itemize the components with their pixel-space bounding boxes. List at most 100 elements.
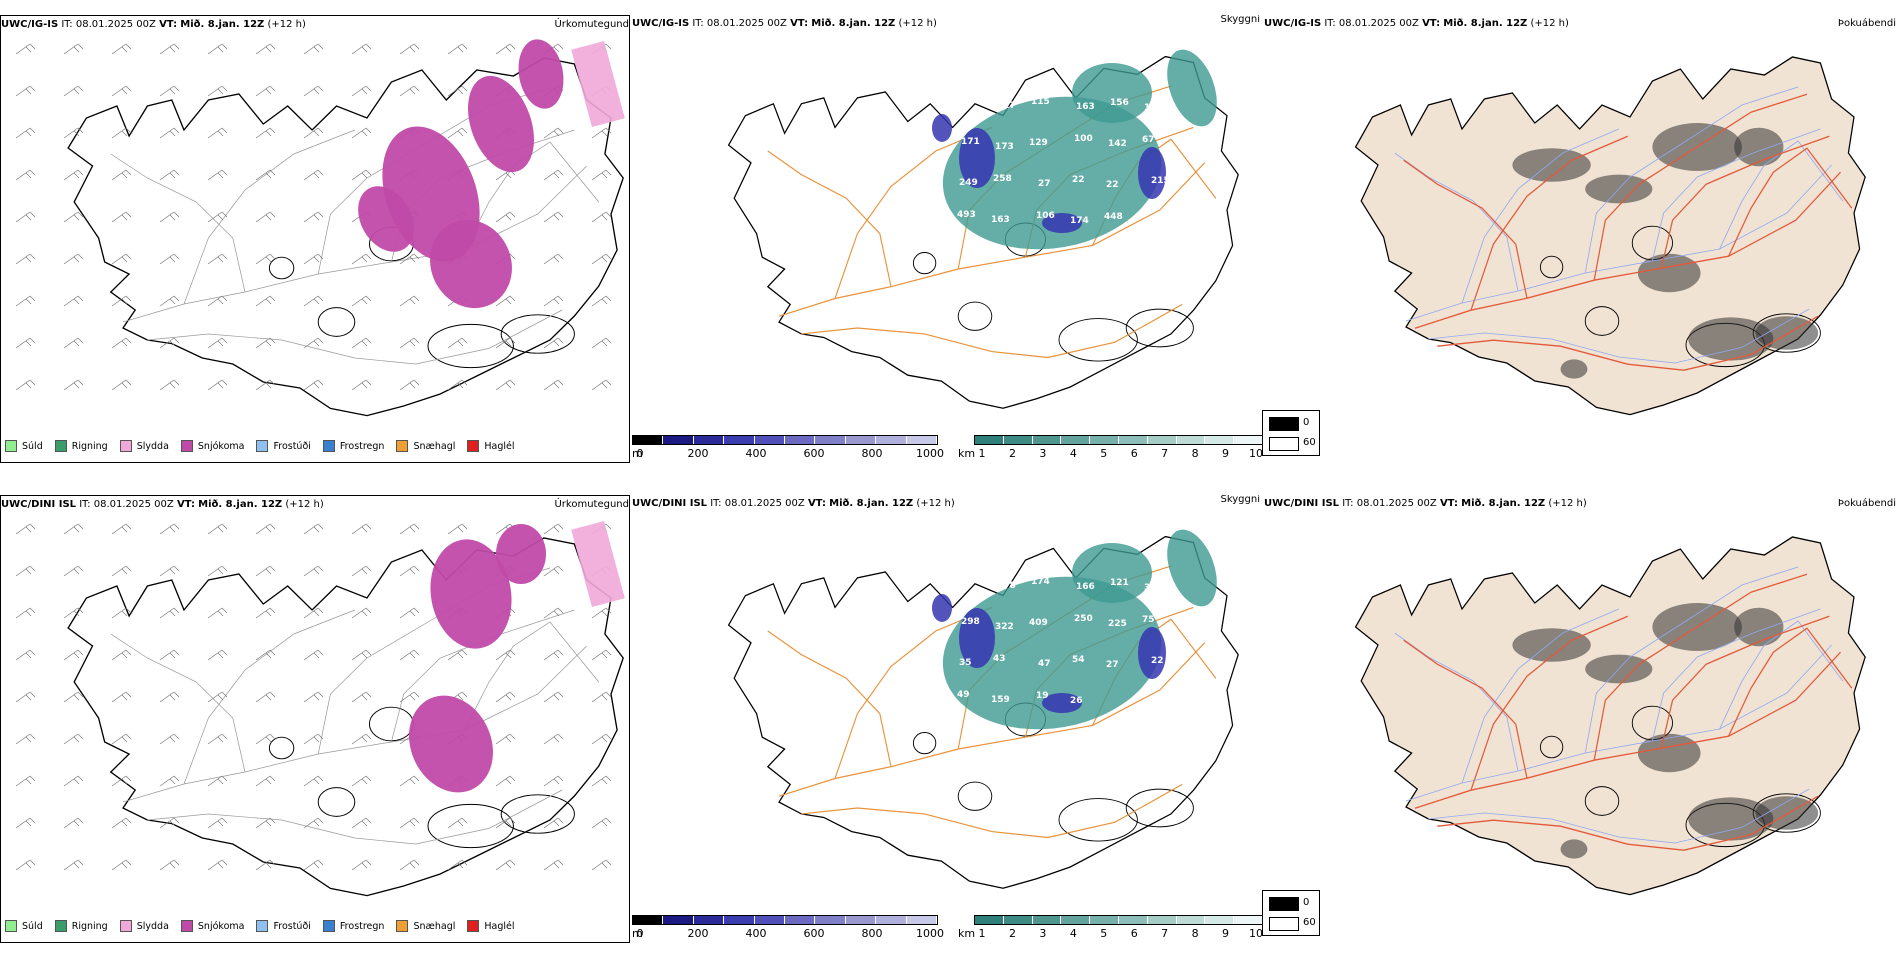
ceiling-value-label: 115 bbox=[1031, 97, 1050, 107]
legend-label: Slydda bbox=[136, 440, 169, 452]
precip-legend-item: Rigning bbox=[54, 920, 108, 932]
wind-barb-icon bbox=[159, 43, 180, 55]
wind-barb-icon bbox=[207, 211, 228, 223]
panel-header: UWC/DINI ISL IT: 08.01.2025 00Z VT: Mið.… bbox=[1264, 496, 1898, 512]
wind-barb-icon bbox=[207, 565, 228, 577]
ceiling-value-label: 67 bbox=[1142, 135, 1155, 145]
colorbar-cell bbox=[1003, 436, 1033, 444]
lead-time: (+12 h) bbox=[1548, 498, 1587, 509]
iceland-outline bbox=[67, 537, 624, 897]
it-value: 08.01.2025 00Z bbox=[1338, 18, 1419, 29]
precip-type-map bbox=[15, 520, 625, 897]
wind-barb-icon bbox=[351, 733, 372, 745]
wind-barb-icon bbox=[495, 295, 516, 307]
wind-barb-icon bbox=[495, 691, 516, 703]
wind-barb-icon bbox=[447, 127, 468, 139]
low-cloud-area bbox=[1167, 49, 1217, 127]
ceiling-value-label: 215 bbox=[1151, 176, 1170, 186]
wind-barb-icon bbox=[207, 775, 228, 787]
cloud-panel-bottom: UWC/DINI ISL IT: 08.01.2025 00Z VT: Mið.… bbox=[632, 495, 1262, 960]
fog-shade bbox=[1734, 607, 1784, 647]
precip-legend-item: Snjókoma bbox=[180, 920, 244, 932]
wind-barb-icon bbox=[15, 691, 36, 703]
wind-barb-icon bbox=[399, 691, 420, 703]
colorbar-tick: 9 bbox=[1222, 447, 1230, 460]
colorbar-tick: 3 bbox=[1039, 927, 1047, 940]
sun-legend-swatch bbox=[1269, 897, 1299, 911]
wind-barb-icon bbox=[111, 337, 132, 349]
it-label: IT: bbox=[1324, 18, 1336, 29]
fog-shade bbox=[1734, 127, 1784, 167]
wind-barb-icon bbox=[351, 523, 372, 535]
wind-barb-icon bbox=[159, 523, 180, 535]
ceiling-value-label: 163 bbox=[1076, 102, 1095, 112]
ceiling-value-label: 27 bbox=[1038, 179, 1051, 189]
ceiling-value-label: 166 bbox=[1076, 582, 1095, 592]
wind-barb-icon bbox=[543, 379, 564, 391]
wind-barb-icon bbox=[399, 379, 420, 391]
colorbar-cell bbox=[975, 916, 1004, 924]
wind-barb-icon bbox=[159, 649, 180, 661]
lead-time: (+12 h) bbox=[1530, 18, 1569, 29]
ceiling-value-label: 100 bbox=[1074, 134, 1093, 144]
model-name: UWC/DINI ISL bbox=[1264, 498, 1340, 509]
wind-barb-icon bbox=[303, 775, 324, 787]
wind-barb-icon bbox=[159, 565, 180, 577]
legend-swatch bbox=[256, 920, 269, 932]
wind-barb-icon bbox=[255, 295, 276, 307]
wind-barb-icon bbox=[543, 649, 564, 661]
it-value: 08.01.2025 00Z bbox=[724, 498, 805, 509]
ceiling-value-label: 159 bbox=[991, 695, 1010, 705]
wind-barb-icon bbox=[15, 565, 36, 577]
snow-area bbox=[468, 75, 534, 173]
legend-label: Snæhagl bbox=[413, 920, 456, 932]
colorbar-cell bbox=[633, 436, 664, 444]
fog-panel-top: UWC/IG-IS IT: 08.01.2025 00Z VT: Mið. 8.… bbox=[1264, 15, 1900, 480]
vt-value: Mið. 8.jan. 12Z bbox=[1461, 498, 1546, 509]
wind-barb-icon bbox=[255, 691, 276, 703]
wind-barb-icon bbox=[351, 775, 372, 787]
it-label: IT: bbox=[710, 498, 722, 509]
precip-legend-item: Frostúði bbox=[256, 920, 311, 932]
panel-header: UWC/IG-IS IT: 08.01.2025 00Z VT: Mið. 8.… bbox=[1264, 16, 1898, 32]
wind-barb-icon bbox=[495, 649, 516, 661]
low-ceiling-area bbox=[959, 608, 995, 668]
colorbar-cell bbox=[876, 436, 907, 444]
wind-barb-icon bbox=[207, 43, 228, 55]
precip-legend-item: Frostregn bbox=[322, 920, 384, 932]
ceiling-value-label: 43 bbox=[993, 654, 1006, 664]
wind-barb-icon bbox=[495, 817, 516, 829]
low-cloud-area bbox=[942, 576, 1162, 730]
wind-barb-icon bbox=[159, 817, 180, 829]
wind-barb-icon bbox=[255, 775, 276, 787]
colorbar-cell bbox=[876, 916, 907, 924]
ceiling-value-label: 250 bbox=[1074, 614, 1093, 624]
wind-barb-icon bbox=[111, 127, 132, 139]
wind-barb-icon bbox=[15, 211, 36, 223]
wind-barb-icon bbox=[495, 379, 516, 391]
wind-barb-icon bbox=[111, 859, 132, 871]
legend-label: Haglél bbox=[484, 920, 515, 932]
colorbar-tick: 10 bbox=[1249, 447, 1262, 460]
ceiling-value-label: 322 bbox=[995, 622, 1014, 632]
ceiling-value-label: 171 bbox=[961, 137, 980, 147]
wind-barb-icon bbox=[591, 211, 612, 223]
colorbar-tick: 4 bbox=[1069, 927, 1077, 940]
ceiling-value-label: 493 bbox=[957, 210, 976, 220]
vt-value: Mið. 8.jan. 12Z bbox=[180, 19, 265, 30]
wind-barb-icon bbox=[447, 649, 468, 661]
vt-label: VT: bbox=[1439, 498, 1458, 509]
sun-legend-label: 60 bbox=[1303, 917, 1316, 928]
legend-swatch bbox=[396, 440, 409, 452]
colorbar-cell bbox=[785, 916, 816, 924]
colorbar-cell bbox=[633, 916, 664, 924]
ceiling-value-label: 225 bbox=[1108, 619, 1127, 629]
wind-barb-icon bbox=[351, 169, 372, 181]
model-name: UWC/IG-IS bbox=[1264, 18, 1322, 29]
wind-barb-icon bbox=[399, 43, 420, 55]
colorbar-tick: 0 bbox=[636, 927, 644, 940]
legend-label: Súld bbox=[22, 440, 43, 452]
legend-label: Snjókoma bbox=[197, 440, 245, 452]
colorbar-cell bbox=[724, 436, 755, 444]
fog-index-map bbox=[1354, 536, 1866, 896]
